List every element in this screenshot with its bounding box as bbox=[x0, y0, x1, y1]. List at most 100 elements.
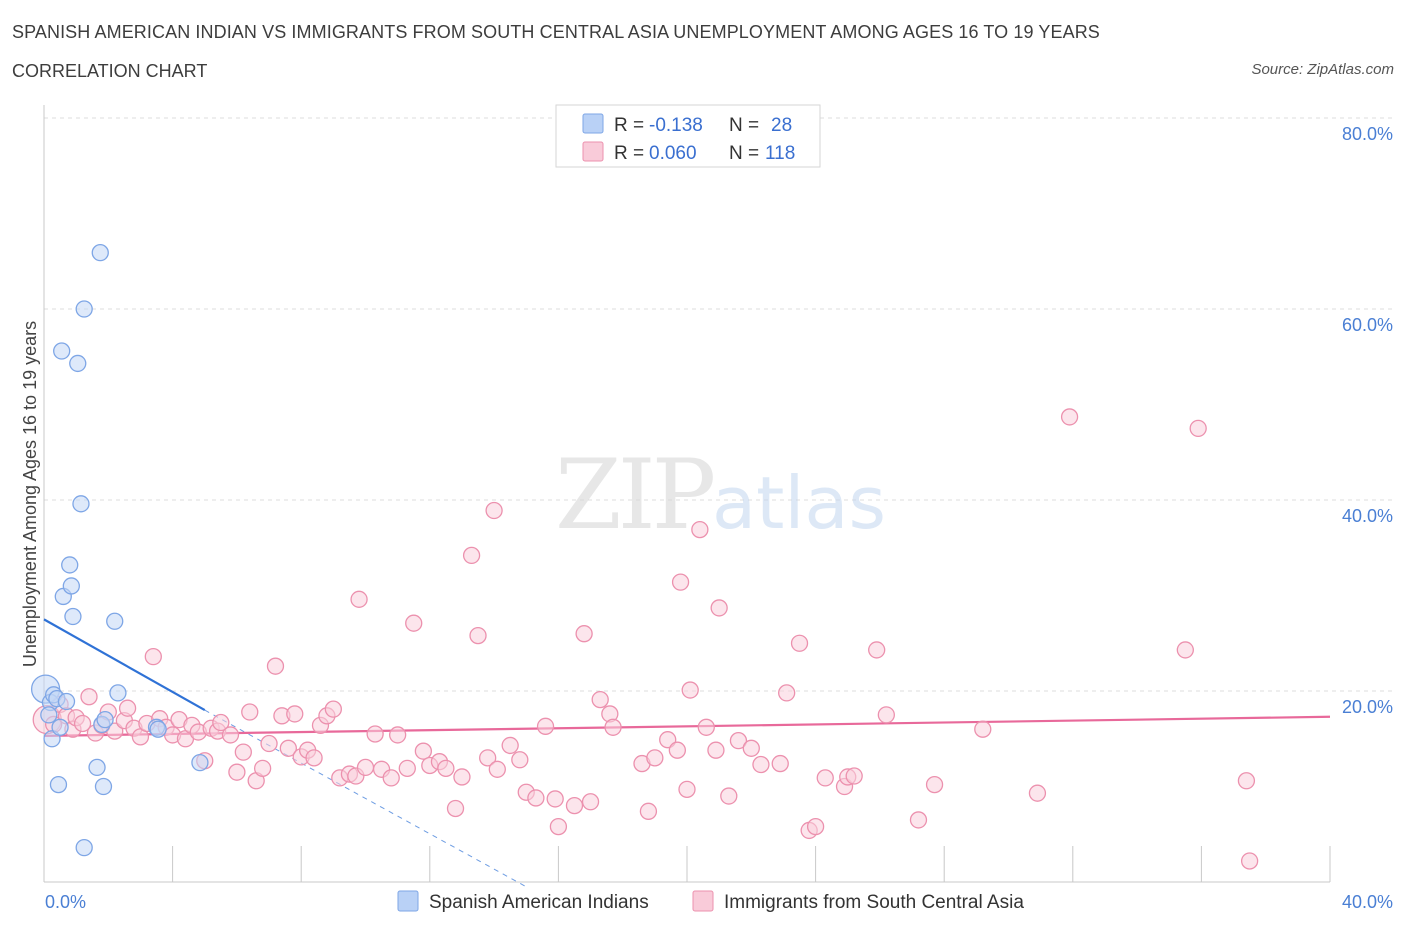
y-tick-label: 20.0% bbox=[1342, 697, 1393, 717]
bottom-legend-swatch-blue bbox=[397, 890, 419, 912]
legend-n-value-pink: 118 bbox=[765, 143, 795, 164]
point-immigrants-south-central-asia bbox=[581, 793, 600, 811]
point-immigrants-south-central-asia bbox=[1237, 772, 1256, 790]
point-immigrants-south-central-asia bbox=[868, 641, 886, 659]
point-immigrants-south-central-asia bbox=[877, 706, 895, 724]
point-immigrants-south-central-asia bbox=[144, 647, 162, 666]
point-immigrants-south-central-asia bbox=[710, 599, 728, 617]
point-immigrants-south-central-asia bbox=[549, 817, 568, 836]
point-immigrants-south-central-asia bbox=[414, 742, 433, 760]
point-spanish-american-indians bbox=[53, 342, 71, 360]
point-spanish-american-indians bbox=[64, 607, 82, 626]
point-immigrants-south-central-asia bbox=[752, 755, 770, 774]
point-immigrants-south-central-asia bbox=[729, 732, 748, 750]
point-spanish-american-indians bbox=[94, 777, 113, 796]
point-immigrants-south-central-asia bbox=[639, 802, 658, 820]
point-immigrants-south-central-asia bbox=[671, 573, 690, 591]
point-spanish-american-indians bbox=[96, 711, 114, 729]
point-spanish-american-indians bbox=[109, 684, 127, 702]
point-spanish-american-indians bbox=[51, 718, 69, 736]
point-immigrants-south-central-asia bbox=[241, 703, 259, 721]
point-immigrants-south-central-asia bbox=[388, 726, 407, 744]
point-immigrants-south-central-asia bbox=[546, 790, 564, 808]
point-immigrants-south-central-asia bbox=[1189, 419, 1207, 438]
point-immigrants-south-central-asia bbox=[925, 775, 944, 794]
legend-n-label-blue: N = bbox=[729, 115, 759, 136]
point-immigrants-south-central-asia bbox=[1060, 408, 1079, 426]
point-immigrants-south-central-asia bbox=[253, 759, 272, 778]
legend-n-value-blue: 28 bbox=[771, 115, 792, 136]
point-immigrants-south-central-asia bbox=[266, 657, 285, 675]
point-immigrants-south-central-asia bbox=[469, 626, 487, 645]
point-spanish-american-indians bbox=[61, 556, 79, 574]
point-immigrants-south-central-asia bbox=[405, 614, 423, 632]
legend-swatch-blue bbox=[582, 113, 604, 134]
point-immigrants-south-central-asia bbox=[212, 713, 230, 732]
point-spanish-american-indians bbox=[72, 495, 90, 513]
point-immigrants-south-central-asia bbox=[305, 749, 323, 767]
point-immigrants-south-central-asia bbox=[681, 681, 699, 699]
point-immigrants-south-central-asia bbox=[909, 811, 928, 829]
series-spanish-american-indians bbox=[30, 244, 209, 857]
point-immigrants-south-central-asia bbox=[382, 769, 400, 787]
point-immigrants-south-central-asia bbox=[575, 625, 593, 643]
point-immigrants-south-central-asia bbox=[488, 760, 506, 778]
y-tick-label: 80.0% bbox=[1342, 124, 1393, 144]
legend-swatch-pink bbox=[582, 141, 604, 162]
x-tick-label: 40.0% bbox=[1342, 892, 1393, 912]
point-spanish-american-indians bbox=[62, 577, 80, 595]
bottom-legend-label-pink: Immigrants from South Central Asia bbox=[724, 892, 1024, 913]
legend-r-value-pink: 0.060 bbox=[649, 143, 697, 164]
point-spanish-american-indians bbox=[191, 753, 209, 772]
point-immigrants-south-central-asia bbox=[720, 787, 738, 805]
point-immigrants-south-central-asia bbox=[646, 749, 664, 767]
point-immigrants-south-central-asia bbox=[479, 749, 497, 767]
x-tick-label: 0.0% bbox=[45, 892, 86, 912]
point-spanish-american-indians bbox=[88, 758, 106, 777]
trend-line-blue bbox=[43, 618, 206, 712]
point-immigrants-south-central-asia bbox=[604, 718, 622, 736]
point-immigrants-south-central-asia bbox=[565, 796, 584, 815]
point-immigrants-south-central-asia bbox=[221, 726, 240, 744]
point-immigrants-south-central-asia bbox=[790, 634, 809, 652]
point-immigrants-south-central-asia bbox=[845, 767, 863, 785]
point-immigrants-south-central-asia bbox=[778, 684, 796, 702]
point-spanish-american-indians bbox=[40, 706, 58, 724]
point-immigrants-south-central-asia bbox=[527, 789, 545, 807]
point-immigrants-south-central-asia bbox=[511, 751, 529, 769]
bottom-legend-swatch-pink bbox=[692, 890, 714, 912]
point-immigrants-south-central-asia bbox=[771, 754, 789, 773]
point-immigrants-south-central-asia bbox=[1028, 784, 1047, 802]
point-immigrants-south-central-asia bbox=[501, 736, 519, 755]
point-immigrants-south-central-asia bbox=[73, 714, 92, 733]
point-spanish-american-indians bbox=[69, 354, 87, 373]
trend-line-pink bbox=[43, 715, 1331, 737]
point-immigrants-south-central-asia bbox=[286, 705, 304, 723]
point-immigrants-south-central-asia bbox=[974, 720, 992, 738]
legend-r-value-blue: -0.138 bbox=[649, 115, 703, 136]
y-axis-label: Unemployment Among Ages 16 to 19 years bbox=[20, 321, 40, 667]
point-immigrants-south-central-asia bbox=[398, 759, 416, 778]
bottom-legend-label-blue: Spanish American Indians bbox=[429, 892, 649, 913]
point-spanish-american-indians bbox=[49, 775, 68, 794]
trend-lines bbox=[43, 618, 1331, 888]
point-immigrants-south-central-asia bbox=[356, 758, 375, 777]
series-immigrants-south-central-asia bbox=[32, 408, 1259, 870]
y-tick-labels: 20.0% 40.0% 60.0% 80.0% bbox=[1342, 124, 1393, 717]
point-immigrants-south-central-asia bbox=[234, 743, 252, 761]
point-immigrants-south-central-asia bbox=[118, 699, 137, 717]
point-immigrants-south-central-asia bbox=[536, 717, 555, 735]
chart-title: SPANISH AMERICAN INDIAN VS IMMIGRANTS FR… bbox=[12, 22, 1100, 42]
point-spanish-american-indians bbox=[75, 838, 93, 857]
point-immigrants-south-central-asia bbox=[279, 739, 297, 757]
point-immigrants-south-central-asia bbox=[260, 734, 278, 753]
point-immigrants-south-central-asia bbox=[668, 741, 687, 759]
point-spanish-american-indians bbox=[75, 300, 93, 318]
svg-text:atlas: atlas bbox=[712, 461, 886, 545]
point-immigrants-south-central-asia bbox=[816, 769, 834, 787]
point-spanish-american-indians bbox=[106, 612, 124, 630]
axes bbox=[43, 105, 1331, 883]
legend-r-label-pink: R = bbox=[614, 143, 644, 164]
y-tick-label: 40.0% bbox=[1342, 506, 1393, 526]
